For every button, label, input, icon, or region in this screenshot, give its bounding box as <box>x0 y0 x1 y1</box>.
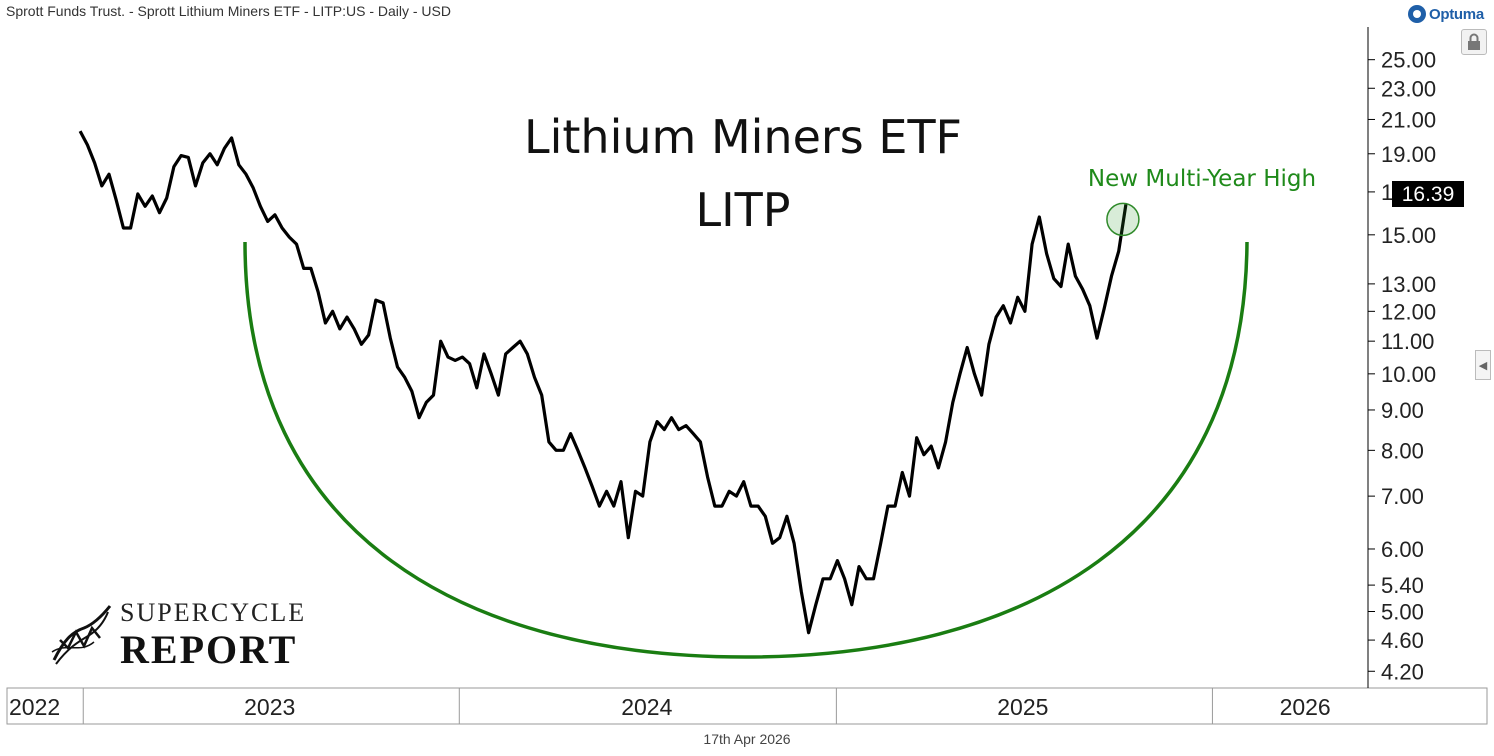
x-year-label: 2023 <box>244 694 295 720</box>
y-tick-label: 19.00 <box>1381 142 1436 167</box>
last-price-box <box>1392 181 1464 207</box>
x-year-label: 2025 <box>997 694 1048 720</box>
supercycle-logo-icon <box>51 605 112 665</box>
footer-date: 17th Apr 2026 <box>703 731 791 747</box>
optuma-logo-text: Optuma <box>1429 5 1484 23</box>
brand-line-2: REPORT <box>120 627 298 672</box>
last-price-label: 16.39 <box>1402 183 1455 206</box>
y-tick-label: 5.00 <box>1381 599 1424 624</box>
y-tick-label: 5.40 <box>1381 573 1424 598</box>
x-year-label: 2026 <box>1280 694 1331 720</box>
x-axis: 2022 2023 2024 2025 2026 <box>6 687 1488 725</box>
x-year-label: 2024 <box>621 694 672 720</box>
optuma-logo: Optuma <box>1408 3 1484 25</box>
rounding-bottom-arc <box>243 241 1249 659</box>
y-tick-label: 4.20 <box>1381 659 1424 684</box>
plot-area <box>7 27 1368 688</box>
lock-icon <box>1468 33 1480 50</box>
y-tick-label: 6.00 <box>1381 537 1424 562</box>
x-axis-band <box>6 687 1488 725</box>
y-tick-label: 15.00 <box>1381 223 1436 248</box>
y-tick-label: 25.00 <box>1381 48 1436 73</box>
y-tick-label: 21.00 <box>1381 107 1436 132</box>
instrument-header: Sprott Funds Trust. - Sprott Lithium Min… <box>6 3 451 19</box>
chevron-left-icon: ◀ <box>1478 359 1488 372</box>
y-axis: 25.0023.0021.0019.0017.0015.0013.0012.00… <box>1368 48 1436 684</box>
y-tick-label: 23.00 <box>1381 76 1436 101</box>
chart-title: Lithium Miners ETF <box>524 110 962 164</box>
lock-button[interactable] <box>1461 29 1487 55</box>
y-tick-label: 10.00 <box>1381 362 1436 387</box>
new-high-marker <box>1106 202 1140 237</box>
x-year-label: 2022 <box>9 694 60 720</box>
price-line <box>78 130 1128 635</box>
y-tick-label: 13.00 <box>1381 272 1436 297</box>
chart-subtitle: LITP <box>695 183 790 237</box>
y-tick-label: 7.00 <box>1381 484 1424 509</box>
side-panel-toggle[interactable]: ◀ <box>1475 350 1491 380</box>
y-tick-label: 9.00 <box>1381 398 1424 423</box>
y-tick-label: 8.00 <box>1381 438 1424 463</box>
y-tick-label: 4.60 <box>1381 628 1424 653</box>
y-tick-label: 11.00 <box>1381 329 1434 354</box>
y-tick-label: 12.00 <box>1381 299 1436 324</box>
brand-line-1: SUPERCYCLE <box>120 598 307 627</box>
optuma-logo-icon <box>1408 5 1426 23</box>
new-high-annotation: New Multi-Year High <box>1088 166 1316 192</box>
